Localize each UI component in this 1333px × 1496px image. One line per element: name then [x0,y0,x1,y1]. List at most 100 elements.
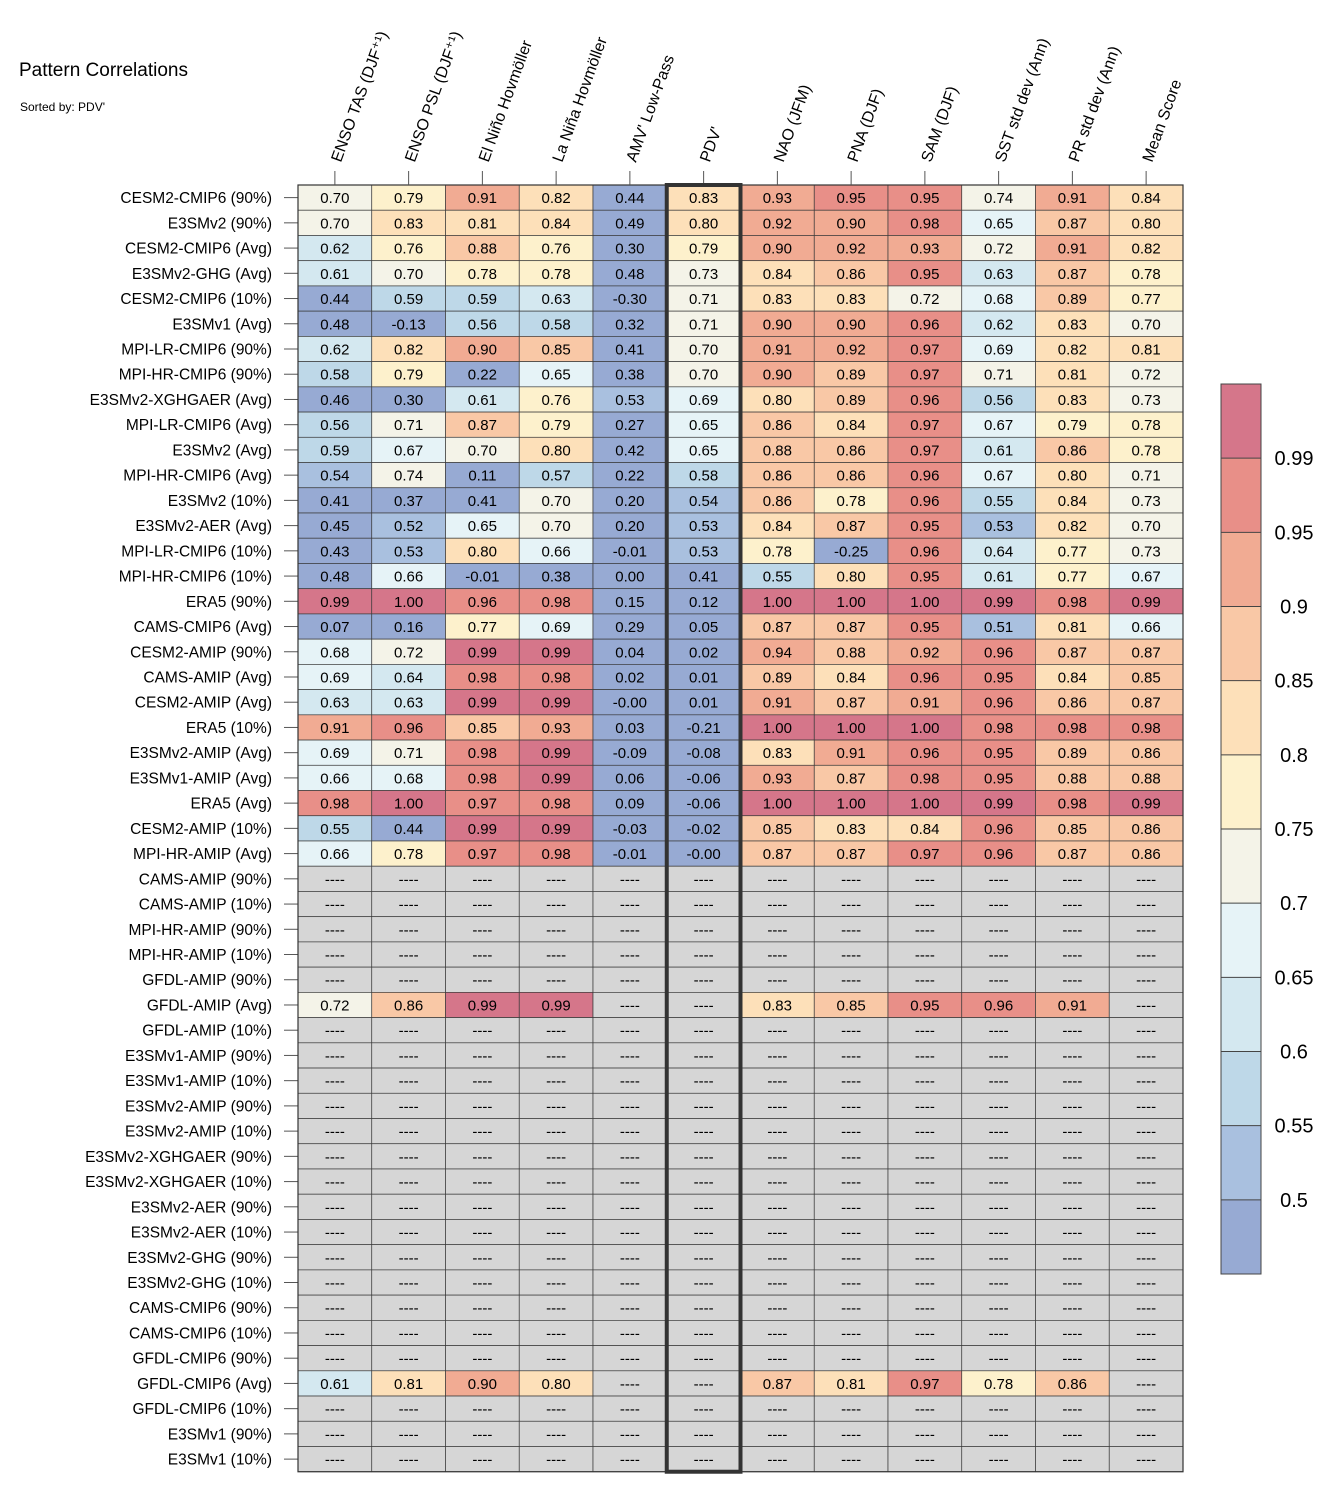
cell-value: 0.95 [910,518,939,535]
colorbar-bin [1221,903,1261,978]
cell-value: ---- [620,1351,640,1368]
cell-value: 0.63 [394,695,423,712]
heatmap-cell [518,790,594,817]
cell-value: 0.83 [1058,316,1087,333]
cell-value: ---- [915,1250,935,1267]
cell-value: ---- [694,1250,714,1267]
cell-value: ---- [620,922,640,939]
cell-value: 0.80 [468,543,497,560]
heatmap-cell [740,1193,815,1220]
cell-value: 0.96 [984,644,1013,661]
cell-value: 0.99 [542,745,571,762]
cell-value: 0.61 [320,1376,349,1393]
heatmap-cell [887,336,963,362]
cell-value: 0.83 [394,215,423,232]
heatmap-cell [887,588,963,615]
cell-value: 0.72 [320,997,349,1014]
heatmap-cell [1108,1395,1184,1422]
cell-value: ---- [694,897,714,914]
cell-value: ---- [915,1098,935,1115]
cell-value: ---- [546,1098,566,1115]
cell-value: 0.85 [1058,821,1087,838]
cell-value: ---- [1136,1225,1156,1242]
cell-value: ---- [325,1225,345,1242]
cell-value: ---- [767,1300,787,1317]
heatmap-cell [518,209,594,236]
heatmap-cell [592,790,668,817]
heatmap-cell [887,941,963,968]
cell-value: ---- [1062,897,1082,914]
heatmap-cell [592,1017,668,1044]
cell-value: 0.70 [320,190,349,207]
colorbar-bin [1221,680,1261,755]
cell-value: 0.81 [1058,367,1087,384]
cell-value: ---- [841,1426,861,1443]
cell-value: ---- [1136,1023,1156,1040]
heatmap-cell [887,487,963,514]
cell-value: ---- [1136,1426,1156,1443]
heatmap-cell [961,1118,1036,1145]
cell-value: -0.06 [687,796,721,813]
cell-value: 0.87 [1058,846,1087,863]
heatmap-cell [297,1319,373,1346]
cell-value: ---- [325,1073,345,1090]
cell-value: 0.66 [320,770,349,787]
cell-value: ---- [472,1174,492,1191]
cell-value: 0.59 [468,291,497,308]
cell-value: 0.86 [394,997,423,1014]
heatmap-cell [592,1143,668,1170]
colorbar-bin [1221,384,1261,459]
row-label: CAMS-AMIP (90%) [139,871,272,888]
heatmap-cell [961,638,1036,665]
heatmap-cell [371,764,446,791]
cell-value: 1.00 [910,796,939,813]
cell-value: 0.86 [1132,846,1161,863]
column-label: La Niña Hovmöller [550,34,611,164]
cell-value: 0.73 [689,266,718,283]
cell-value: ---- [546,922,566,939]
cell-value: ---- [694,1124,714,1141]
heatmap-cell [961,865,1036,892]
cell-value: 1.00 [763,720,792,737]
cell-value: 0.94 [763,644,792,661]
cell-value: 0.85 [468,720,497,737]
heatmap-cell [887,1244,963,1271]
heatmap-cell [961,815,1036,842]
colorbar-bin [1221,1125,1261,1200]
heatmap-cell [371,1395,446,1422]
row-label: E3SMv2 (10%) [168,493,272,510]
cell-value: ---- [694,1149,714,1166]
cell-value: 0.88 [763,442,792,459]
cell-value: 0.87 [837,518,866,535]
cell-value: 0.78 [1132,266,1161,283]
heatmap-cell [297,1446,373,1473]
cell-value: ---- [694,922,714,939]
heatmap-cell [1035,1446,1110,1473]
cell-value: 0.78 [837,493,866,510]
heatmap-cell [961,764,1036,791]
cell-value: 0.82 [394,341,423,358]
heatmap-cell [518,512,594,539]
heatmap-cell [887,815,963,842]
heatmap-cell [592,1420,668,1447]
cell-value: 0.91 [1058,997,1087,1014]
cell-value: ---- [915,1023,935,1040]
heatmap-cell [518,260,594,287]
cell-value: ---- [767,1426,787,1443]
heatmap-cell [518,1446,594,1473]
cell-value: 0.37 [394,493,423,510]
heatmap-cell [740,764,815,791]
heatmap-cell [297,1294,373,1321]
cell-value: 0.70 [689,367,718,384]
colorbar-tick-label: 0.99 [1275,448,1314,470]
heatmap-cell [1035,815,1110,842]
colorbar-tick-label: 0.5 [1280,1190,1308,1212]
cell-value: 0.71 [394,417,423,434]
heatmap-cell [445,1067,520,1094]
cell-value: ---- [915,897,935,914]
cell-value: ---- [546,1174,566,1191]
heatmap-cell [1108,310,1184,337]
cell-value: 0.68 [984,291,1013,308]
cell-value: 0.92 [763,215,792,232]
heatmap-cell [813,1294,889,1321]
